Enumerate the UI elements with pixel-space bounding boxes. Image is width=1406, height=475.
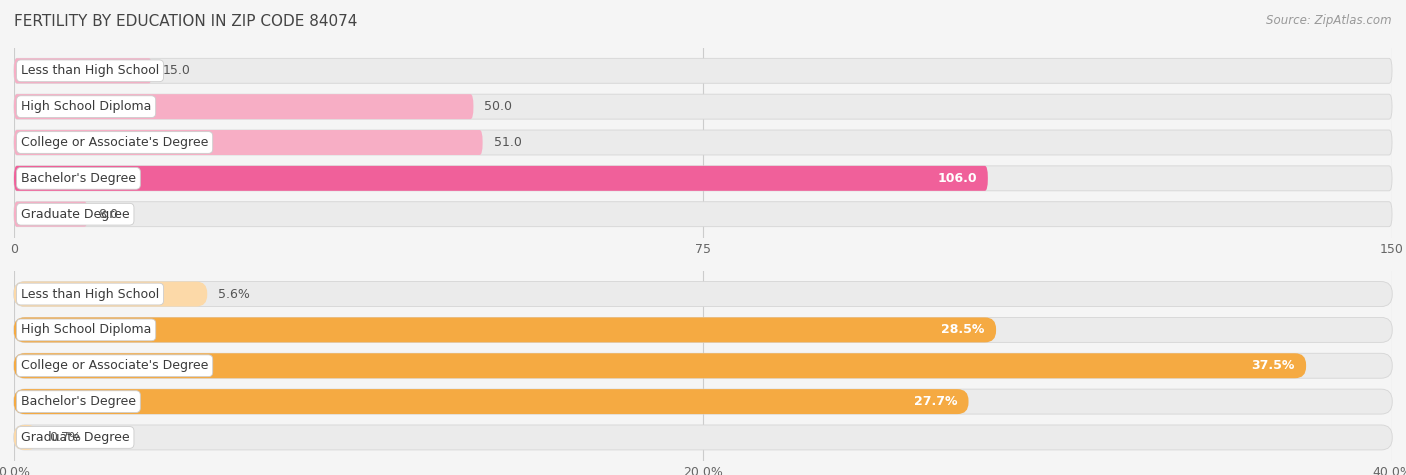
FancyBboxPatch shape bbox=[14, 282, 1392, 306]
Text: College or Associate's Degree: College or Associate's Degree bbox=[21, 359, 208, 372]
FancyBboxPatch shape bbox=[14, 166, 1392, 191]
FancyBboxPatch shape bbox=[14, 130, 482, 155]
FancyBboxPatch shape bbox=[14, 282, 207, 306]
FancyBboxPatch shape bbox=[14, 202, 1392, 227]
Text: Graduate Degree: Graduate Degree bbox=[21, 431, 129, 444]
Text: 28.5%: 28.5% bbox=[942, 323, 984, 336]
Text: High School Diploma: High School Diploma bbox=[21, 323, 152, 336]
Text: FERTILITY BY EDUCATION IN ZIP CODE 84074: FERTILITY BY EDUCATION IN ZIP CODE 84074 bbox=[14, 14, 357, 29]
Text: 27.7%: 27.7% bbox=[914, 395, 957, 408]
Text: 5.6%: 5.6% bbox=[218, 287, 250, 301]
FancyBboxPatch shape bbox=[14, 130, 1392, 155]
FancyBboxPatch shape bbox=[14, 389, 1392, 414]
Text: Graduate Degree: Graduate Degree bbox=[21, 208, 129, 221]
FancyBboxPatch shape bbox=[14, 94, 474, 119]
FancyBboxPatch shape bbox=[14, 317, 995, 342]
FancyBboxPatch shape bbox=[14, 202, 87, 227]
Text: 15.0: 15.0 bbox=[163, 64, 191, 77]
Text: Bachelor's Degree: Bachelor's Degree bbox=[21, 172, 136, 185]
FancyBboxPatch shape bbox=[14, 58, 1392, 83]
FancyBboxPatch shape bbox=[14, 353, 1392, 378]
Text: 8.0: 8.0 bbox=[98, 208, 118, 221]
Text: 0.7%: 0.7% bbox=[49, 431, 82, 444]
Text: 106.0: 106.0 bbox=[938, 172, 977, 185]
FancyBboxPatch shape bbox=[14, 425, 38, 450]
FancyBboxPatch shape bbox=[14, 353, 1306, 378]
FancyBboxPatch shape bbox=[14, 317, 1392, 342]
FancyBboxPatch shape bbox=[14, 94, 1392, 119]
FancyBboxPatch shape bbox=[14, 58, 152, 83]
Text: 50.0: 50.0 bbox=[485, 100, 512, 113]
Text: 51.0: 51.0 bbox=[494, 136, 522, 149]
Text: Less than High School: Less than High School bbox=[21, 64, 159, 77]
Text: Source: ZipAtlas.com: Source: ZipAtlas.com bbox=[1267, 14, 1392, 27]
Text: College or Associate's Degree: College or Associate's Degree bbox=[21, 136, 208, 149]
Text: 37.5%: 37.5% bbox=[1251, 359, 1295, 372]
FancyBboxPatch shape bbox=[14, 425, 1392, 450]
Text: Less than High School: Less than High School bbox=[21, 287, 159, 301]
Text: High School Diploma: High School Diploma bbox=[21, 100, 152, 113]
Text: Bachelor's Degree: Bachelor's Degree bbox=[21, 395, 136, 408]
FancyBboxPatch shape bbox=[14, 166, 988, 191]
FancyBboxPatch shape bbox=[14, 389, 969, 414]
